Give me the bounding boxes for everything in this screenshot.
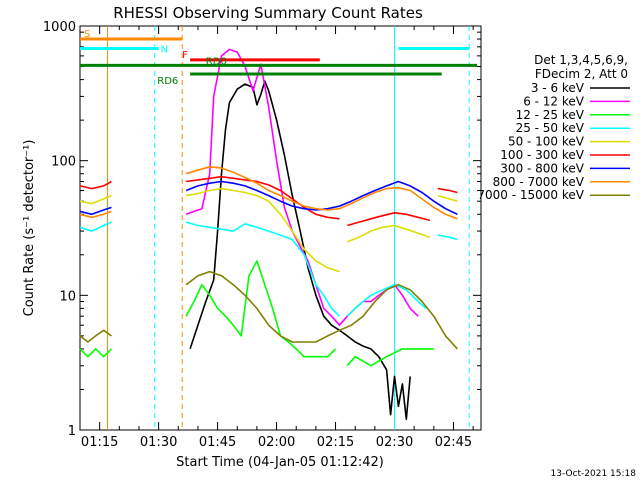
legend-label: 12 - 25 keV bbox=[516, 108, 585, 122]
x-axis-label: Start Time (04-Jan-05 01:12:42) bbox=[176, 455, 384, 470]
legend-header-1: Det 1,3,4,5,6,9, bbox=[534, 53, 628, 67]
series-line bbox=[79, 210, 112, 219]
legend-label: 100 - 300 keV bbox=[500, 148, 584, 162]
series-line bbox=[437, 234, 458, 241]
legend-label: 25 - 50 keV bbox=[516, 121, 585, 135]
legend-label: 3 - 6 keV bbox=[531, 81, 585, 95]
series-line bbox=[79, 329, 112, 343]
x-tick-label: 01:45 bbox=[199, 435, 236, 450]
series-line bbox=[185, 270, 458, 350]
series-line bbox=[346, 283, 427, 317]
series-5 bbox=[79, 187, 458, 273]
flag-label: N bbox=[161, 45, 168, 56]
legend-label: 6 - 12 keV bbox=[523, 94, 585, 108]
series-line bbox=[347, 224, 431, 243]
flag-label: S bbox=[84, 29, 90, 40]
series-line bbox=[185, 221, 341, 317]
x-tick-label: 02:00 bbox=[258, 435, 295, 450]
legend-label: 800 - 7000 keV bbox=[493, 175, 585, 189]
series-line bbox=[185, 260, 337, 358]
y-axis-label: Count Rate (s⁻¹ detector⁻¹) bbox=[22, 140, 37, 317]
x-tick-label: 02:15 bbox=[317, 435, 354, 450]
series-line bbox=[79, 221, 112, 232]
y-tick-label: 1000 bbox=[43, 20, 76, 35]
series-line bbox=[185, 187, 340, 273]
legend-label: 7000 - 15000 keV bbox=[477, 188, 584, 202]
series-line bbox=[346, 348, 434, 367]
y-tick-label: 100 bbox=[51, 155, 76, 170]
y-tick-label: 10 bbox=[59, 289, 76, 304]
legend-label: 50 - 100 keV bbox=[508, 135, 585, 149]
series-4 bbox=[79, 221, 458, 317]
x-tick-label: 01:15 bbox=[81, 435, 118, 450]
x-tick-label: 02:30 bbox=[376, 435, 413, 450]
y-tick-label: 1 bbox=[68, 424, 76, 439]
x-tick-label: 02:45 bbox=[435, 435, 472, 450]
series-3 bbox=[79, 260, 434, 367]
series-line bbox=[185, 175, 340, 220]
series-2 bbox=[185, 48, 419, 326]
series-1 bbox=[189, 80, 411, 421]
series-line bbox=[347, 212, 431, 227]
flag-label: RD6 bbox=[157, 76, 178, 87]
series-line bbox=[79, 348, 113, 358]
series-line bbox=[185, 48, 419, 326]
series-line bbox=[79, 180, 112, 190]
series-9 bbox=[79, 270, 458, 350]
series-line bbox=[437, 187, 458, 194]
x-tick-label: 01:30 bbox=[140, 435, 177, 450]
series-line bbox=[79, 206, 112, 216]
series-line bbox=[79, 194, 112, 205]
plot-area: 1 10 100 1000 01:15 01:30 01:45 02:00 02:15 02:30… bbox=[43, 20, 482, 450]
legend: Det 1,3,4,5,6,9, FDecim 2, Att 0 3 - 6 k… bbox=[477, 53, 630, 202]
series-line bbox=[189, 80, 411, 421]
series-6 bbox=[79, 175, 458, 227]
chart-title: RHESSI Observing Summary Count Rates bbox=[113, 4, 423, 22]
series-line bbox=[437, 194, 458, 202]
series-8 bbox=[79, 166, 458, 220]
legend-header-2: FDecim 2, Att 0 bbox=[535, 67, 628, 81]
flag-label: F bbox=[182, 50, 188, 61]
timestamp: 13-Oct-2021 15:18 bbox=[551, 469, 637, 479]
series-line bbox=[185, 166, 458, 220]
legend-label: 300 - 800 keV bbox=[500, 161, 584, 175]
flag-label: RD0 bbox=[206, 56, 227, 67]
